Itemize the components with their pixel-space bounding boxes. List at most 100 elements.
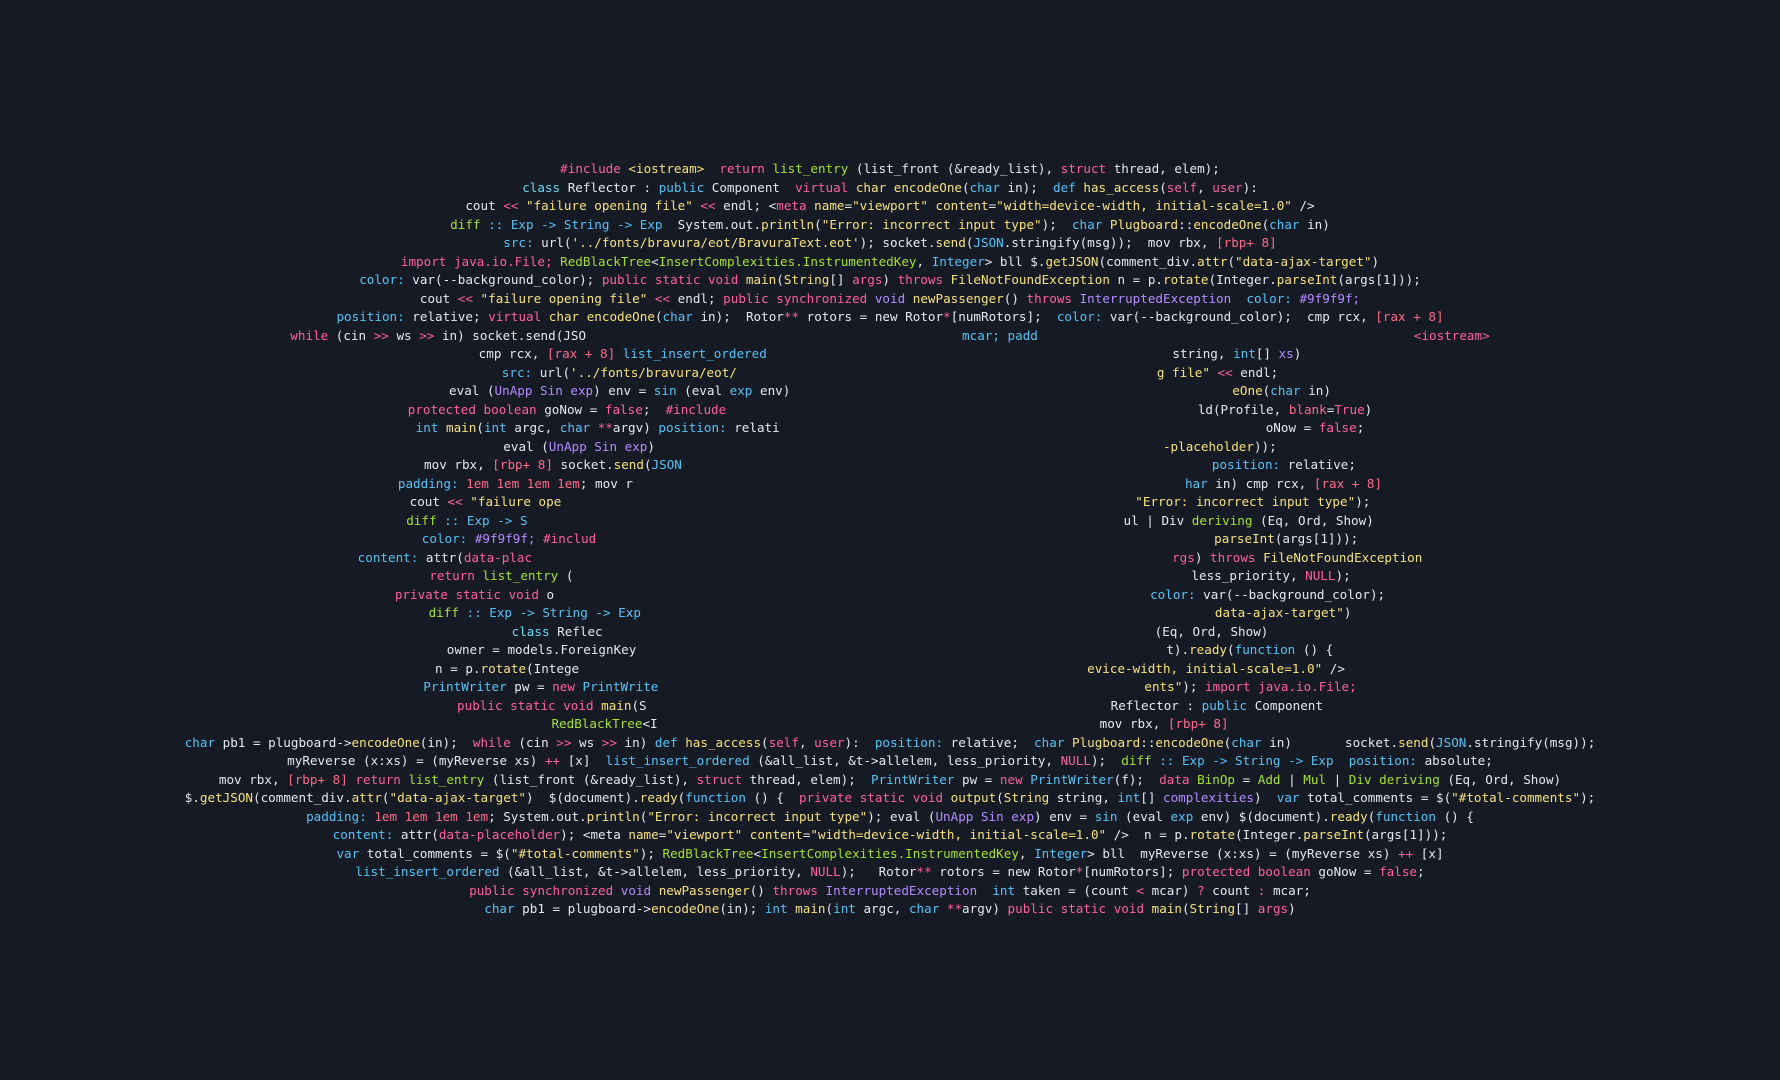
- code-token: main: [746, 272, 776, 287]
- code-token: PrintWriter: [423, 679, 514, 694]
- code-token: goNow =: [544, 402, 605, 417]
- code-token: rgs: [1172, 550, 1195, 565]
- code-token: owner = models.ForeignKey: [447, 642, 637, 657]
- code-token: meta: [776, 198, 814, 213]
- code-token: int: [1118, 790, 1141, 805]
- code-token: has_access: [1083, 180, 1159, 195]
- code-token: NULL: [1061, 753, 1091, 768]
- code-token: ;: [1357, 420, 1365, 435]
- code-token: (in);: [420, 735, 473, 750]
- code-token: );: [1091, 753, 1121, 768]
- code-token: ;: [1417, 864, 1425, 879]
- code-line: RedBlackTree<I mov rbx, [rbp+ 8]: [0, 715, 1780, 734]
- code-token: #9f9f9f;: [1299, 291, 1360, 306]
- code-token: total_comments = $(: [1307, 790, 1451, 805]
- code-token: "width=device-width, initial-scale=1.0": [996, 198, 1299, 213]
- code-token: :: Exp -> String -> Exp: [467, 605, 641, 620]
- code-token: evice-width, initial-scale=1.0": [1087, 661, 1330, 676]
- code-token: cout: [465, 198, 503, 213]
- code-token: (: [1159, 180, 1167, 195]
- code-line: n = p.rotate(Intege evice-width, initial-…: [0, 660, 1780, 679]
- code-token: "Error: incorrect input type": [647, 809, 867, 824]
- code-token: var(--background_color); cmp rcx,: [1110, 309, 1375, 324]
- code-token: Integer: [932, 254, 985, 269]
- code-token: args: [1258, 901, 1288, 916]
- code-token: String: [1004, 790, 1057, 805]
- code-token: self: [769, 735, 799, 750]
- code-token: ++: [545, 753, 568, 768]
- code-token: new: [1000, 772, 1030, 787]
- code-line: eval (UnApp Sin exp) env = sin (eval exp…: [0, 382, 1780, 401]
- code-token: InsertComplexities.InstrumentedKey: [659, 254, 917, 269]
- code-token: throws: [898, 272, 951, 287]
- code-token: new: [552, 679, 582, 694]
- code-token: println: [587, 809, 640, 824]
- code-token: :: Exp -> S: [444, 513, 527, 528]
- code-token: import java.io.File;: [401, 254, 560, 269]
- code-token: ); Rotor: [841, 864, 917, 879]
- code-token: parseInt: [1277, 272, 1338, 287]
- code-token: ); socket.: [860, 235, 936, 250]
- code-token: char: [970, 180, 1008, 195]
- code-token: InterruptedException: [826, 883, 993, 898]
- code-token: /> n = p.: [1114, 827, 1190, 842]
- code-token: String: [784, 272, 830, 287]
- code-token: ): [1288, 901, 1296, 916]
- code-token: o: [547, 587, 555, 602]
- code-token: (Eq, Ord, Show): [1260, 513, 1374, 528]
- code-line: color: var(--background_color); public s…: [0, 271, 1780, 290]
- code-token: mov rbx,: [424, 457, 492, 472]
- code-token: "Error: incorrect input type": [822, 217, 1042, 232]
- code-token: (: [1227, 254, 1235, 269]
- code-token: "viewport" content: [852, 198, 988, 213]
- code-token: har: [1185, 476, 1215, 491]
- code-token: ) $(document).: [526, 790, 640, 805]
- code-token: content:: [333, 827, 401, 842]
- code-token: int: [1233, 346, 1256, 361]
- code-token: []: [829, 272, 852, 287]
- code-token: oNow =: [1266, 420, 1319, 435]
- code-token: println: [761, 217, 814, 232]
- code-token: "data-ajax-target": [390, 790, 526, 805]
- code-token: padding:: [398, 476, 466, 491]
- code-token: ); eval (: [867, 809, 935, 824]
- code-token: main: [601, 698, 631, 713]
- code-token: (: [566, 568, 574, 583]
- code-token: (: [996, 790, 1004, 805]
- code-token: Reflector :: [1111, 698, 1202, 713]
- code-token: (args[1]));: [1337, 272, 1420, 287]
- code-line: padding: 1em 1em 1em 1em; mov r har in) c…: [0, 475, 1780, 494]
- code-token: [rax + 8]: [547, 346, 623, 361]
- code-line: private static void o color: var(--backgr…: [0, 586, 1780, 605]
- code-token: rotate: [1163, 272, 1209, 287]
- code-token: $.: [185, 790, 200, 805]
- code-token: data-ajax-target": [1215, 605, 1344, 620]
- code-token: #includ: [543, 531, 596, 546]
- code-token: );: [1355, 494, 1370, 509]
- code-token: ): [1365, 402, 1373, 417]
- code-token: thread, elem);: [1114, 161, 1220, 176]
- code-token: ws: [579, 735, 602, 750]
- code-token: UnApp Sin exp: [935, 809, 1034, 824]
- code-token: var: [1277, 790, 1307, 805]
- code-token: newPassenger: [913, 291, 1004, 306]
- code-token: public synchronized: [723, 291, 875, 306]
- code-token: pw =: [962, 772, 1000, 787]
- code-token: main: [446, 420, 476, 435]
- code-token: ready: [640, 790, 678, 805]
- code-token: src:: [503, 235, 541, 250]
- code-token: throws: [772, 883, 825, 898]
- code-token: ; System.out.: [488, 809, 587, 824]
- code-line: src: url('../fonts/bravura/eot/g file" <…: [0, 364, 1780, 383]
- code-token: getJSON: [200, 790, 253, 805]
- code-token: [rbp+ 8]: [1168, 716, 1229, 731]
- code-token: user: [1212, 180, 1242, 195]
- code-token: **: [947, 901, 962, 916]
- code-line: mov rbx, [rbp+ 8] socket.send(JSON positi…: [0, 456, 1780, 475]
- code-token: (Integer.: [1208, 272, 1276, 287]
- code-token: =: [845, 198, 853, 213]
- code-token: 1em 1em 1em 1em: [466, 476, 580, 491]
- code-token: (): [750, 883, 773, 898]
- code-line: char pb1 = plugboard->encodeOne(in); int…: [0, 900, 1780, 919]
- code-line: mov rbx, [rbp+ 8] return list_entry (lis…: [0, 771, 1780, 790]
